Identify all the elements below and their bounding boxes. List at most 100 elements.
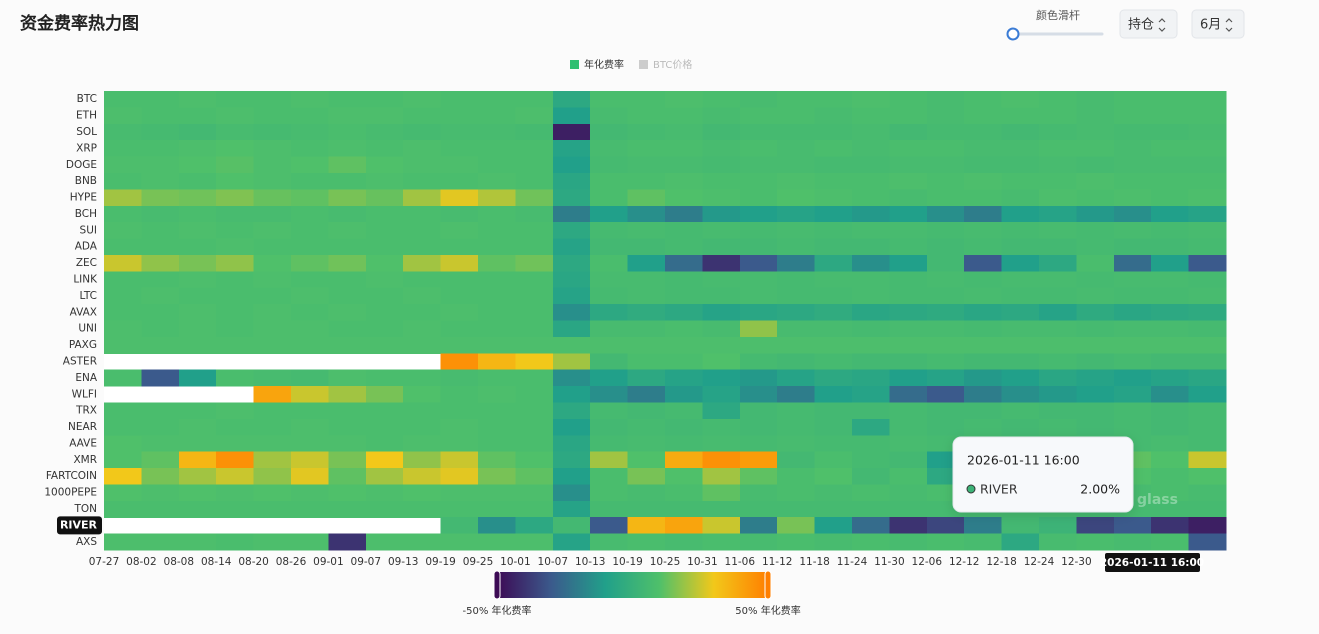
- heat-cell: [291, 468, 329, 486]
- heat-cell: [702, 533, 741, 551]
- heat-cell: [852, 189, 890, 207]
- heat-cell: [889, 484, 928, 502]
- heat-cell: [478, 320, 516, 338]
- heat-cell: [1039, 189, 1077, 207]
- heat-cell: [889, 500, 928, 518]
- heat-cell: [552, 336, 591, 354]
- heat-cell: [365, 402, 404, 420]
- heat-cell: [889, 353, 928, 371]
- select-text[interactable]: 持仓: [1128, 18, 1154, 33]
- heat-cell: [814, 418, 853, 436]
- heat-cell: [627, 369, 666, 387]
- heat-cell: [777, 107, 816, 125]
- position-select[interactable]: 持仓: [1119, 9, 1178, 39]
- heat-cell: [852, 304, 890, 322]
- x-tick-label: 11-18: [799, 556, 830, 568]
- heat-cell: [665, 287, 703, 305]
- legend-swatch[interactable]: [570, 60, 579, 69]
- heat-cell: [478, 304, 516, 322]
- heat-cell: [777, 386, 816, 404]
- heat-cell: [440, 369, 479, 387]
- heat-cell: [365, 254, 404, 272]
- heat-cell: [590, 418, 629, 436]
- heat-cell: [702, 517, 741, 535]
- heat-cell: [1188, 123, 1227, 141]
- colorbar-handle[interactable]: [493, 570, 501, 600]
- heat-cell: [291, 418, 329, 436]
- heat-cell: [216, 533, 255, 551]
- y-tick-label: WLFI: [72, 388, 97, 400]
- heat-cell: [178, 238, 217, 256]
- heat-cell: [291, 107, 329, 125]
- heat-cell: [590, 353, 629, 371]
- legend-label[interactable]: BTC价格: [653, 58, 692, 71]
- y-tick-label: NEAR: [68, 421, 97, 433]
- heat-cell: [627, 386, 666, 404]
- slider-handle[interactable]: [1006, 27, 1020, 41]
- heat-cell: [665, 418, 703, 436]
- heat-cell: [926, 107, 965, 125]
- heat-cell: [852, 238, 890, 256]
- heat-cell: [926, 238, 965, 256]
- heat-cell: [178, 468, 217, 486]
- watermark: glass: [1137, 492, 1178, 508]
- heat-cell: [739, 468, 778, 486]
- heat-cell: [739, 386, 778, 404]
- y-tick-label: ADA: [75, 241, 98, 253]
- heat-cell: [1076, 386, 1115, 404]
- select-box[interactable]: [1191, 9, 1245, 39]
- heat-cell: [178, 205, 217, 223]
- heat-cell: [926, 386, 965, 404]
- heat-cell: [627, 517, 666, 535]
- colorbar-handle[interactable]: [764, 570, 772, 600]
- heat-cell: [777, 320, 816, 338]
- heat-cell: [141, 189, 180, 207]
- legend-label[interactable]: 年化费率: [584, 58, 624, 71]
- colorbar: [497, 572, 768, 598]
- heat-cell: [403, 123, 442, 141]
- heat-cell: [104, 500, 142, 518]
- heat-cell: [1076, 172, 1115, 190]
- heat-cell: [1076, 271, 1115, 289]
- heat-cell: [403, 222, 442, 240]
- heat-cell: [178, 172, 217, 190]
- heat-cell: [739, 238, 778, 256]
- heat-cell: [627, 271, 666, 289]
- heat-cell: [515, 271, 554, 289]
- heat-cell: [739, 222, 778, 240]
- y-tick-label: RIVER: [60, 518, 98, 531]
- heat-cell: [552, 238, 591, 256]
- heat-cell: [590, 533, 629, 551]
- heat-cell: [141, 123, 180, 141]
- heat-cell: [403, 189, 442, 207]
- heat-cell: [1188, 484, 1227, 502]
- period-select[interactable]: 6月: [1191, 9, 1245, 39]
- heat-cell: [1188, 189, 1227, 207]
- heat-cell: [702, 451, 741, 469]
- heat-cell: [141, 238, 180, 256]
- heat-cell: [1039, 123, 1077, 141]
- x-tick-label: 08-08: [164, 556, 195, 568]
- heat-cell: [964, 107, 1003, 125]
- heat-cell: [964, 533, 1003, 551]
- heat-cell: [552, 533, 591, 551]
- heat-cell: [1039, 418, 1077, 436]
- heat-cell: [403, 386, 442, 404]
- heat-cell: [1076, 205, 1115, 223]
- heat-cell: [1113, 386, 1152, 404]
- heat-cell: [627, 435, 666, 453]
- heat-cell: [1039, 402, 1077, 420]
- heat-cell: [1113, 517, 1152, 535]
- legend-swatch[interactable]: [639, 60, 648, 69]
- heat-cell: [552, 123, 591, 141]
- heat-cell: [515, 369, 554, 387]
- heat-cell: [665, 484, 703, 502]
- select-text[interactable]: 6月: [1200, 18, 1221, 33]
- heat-cell: [777, 402, 816, 420]
- heat-cell: [889, 320, 928, 338]
- heat-cell: [141, 484, 180, 502]
- heat-cell: [889, 369, 928, 387]
- heat-cell: [777, 123, 816, 141]
- heat-cell: [216, 451, 255, 469]
- heat-cell: [440, 336, 479, 354]
